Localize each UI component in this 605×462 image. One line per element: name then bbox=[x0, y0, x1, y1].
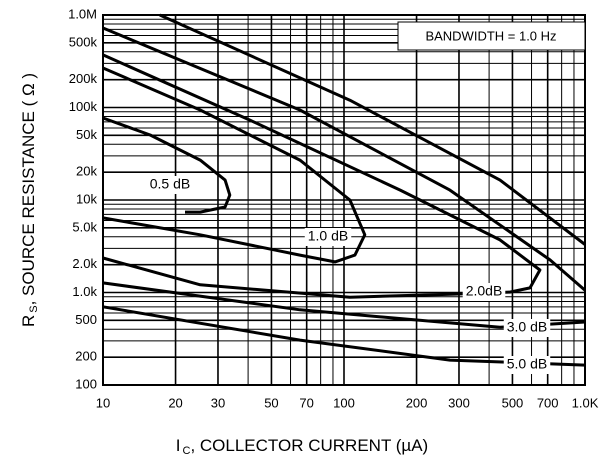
annotation-box bbox=[397, 21, 586, 51]
curve bbox=[102, 116, 232, 214]
y-tick-label: 10k bbox=[76, 191, 97, 206]
y-tick-label: 100k bbox=[69, 99, 98, 114]
y-label: , SOURCE RESISTANCE ( Ω ) bbox=[19, 73, 38, 305]
x-label: , COLLECTOR CURRENT (µA) bbox=[190, 436, 428, 455]
x-tick-label: 50 bbox=[264, 395, 278, 410]
plot-frame bbox=[102, 14, 586, 386]
curve-label-bg bbox=[462, 283, 506, 301]
y-tick-label: 500k bbox=[69, 34, 98, 49]
y-tick-label: 2.0k bbox=[72, 256, 97, 271]
x-tick-label: 500 bbox=[502, 395, 524, 410]
x-tick-label: 30 bbox=[211, 395, 225, 410]
y-tick-label: 1.0k bbox=[72, 284, 97, 299]
x-label-subscript: C bbox=[183, 445, 191, 457]
curve-label: 2.0dB bbox=[466, 283, 503, 299]
y-tick-label: 20k bbox=[76, 164, 97, 179]
x-tick-label: 200 bbox=[406, 395, 428, 410]
curve-label: 0.5 dB bbox=[150, 176, 190, 192]
y-tick-label: 200 bbox=[75, 349, 97, 364]
x-tick-label: 10 bbox=[96, 395, 110, 410]
curve-label-bg bbox=[146, 176, 194, 194]
x-axis-title: I C, COLLECTOR CURRENT (µA) bbox=[176, 436, 428, 456]
y-tick-label: 1.0M bbox=[68, 6, 97, 21]
x-tick-label: 700 bbox=[537, 395, 559, 410]
curve-label: 3.0 dB bbox=[507, 319, 547, 335]
x-tick-label: 20 bbox=[168, 395, 182, 410]
labels: 10 20 30 50 70 100 200 300 500 700 1.0K 100 200 500 1.… bbox=[68, 6, 599, 410]
y-label-subscript: S bbox=[28, 305, 40, 312]
x-tick-label: 300 bbox=[448, 395, 470, 410]
y-tick-label: 5.0k bbox=[72, 219, 97, 234]
curve-label: 1.0 dB bbox=[308, 228, 348, 244]
y-axis-title: RS, SOURCE RESISTANCE ( Ω ) bbox=[19, 73, 39, 327]
curve-label-bg bbox=[304, 228, 352, 246]
y-label-symbol: R bbox=[19, 315, 38, 327]
y-tick-label: 500 bbox=[75, 312, 97, 327]
curve-label-bg bbox=[503, 356, 551, 374]
curve-label-bg bbox=[503, 319, 551, 337]
x-tick-label: 1.0K bbox=[572, 395, 599, 410]
annotation: BANDWIDTH = 1.0 Hz bbox=[425, 28, 556, 43]
x-tick-label: 70 bbox=[299, 395, 313, 410]
curve-label: 5.0 dB bbox=[507, 356, 547, 372]
x-label-symbol: I bbox=[176, 436, 181, 455]
y-tick-label: 200k bbox=[69, 71, 98, 86]
curve bbox=[102, 66, 367, 264]
y-tick-label: 100 bbox=[75, 376, 97, 391]
curve bbox=[102, 53, 542, 299]
x-tick-label: 100 bbox=[333, 395, 355, 410]
y-tick-label: 50k bbox=[76, 127, 97, 142]
